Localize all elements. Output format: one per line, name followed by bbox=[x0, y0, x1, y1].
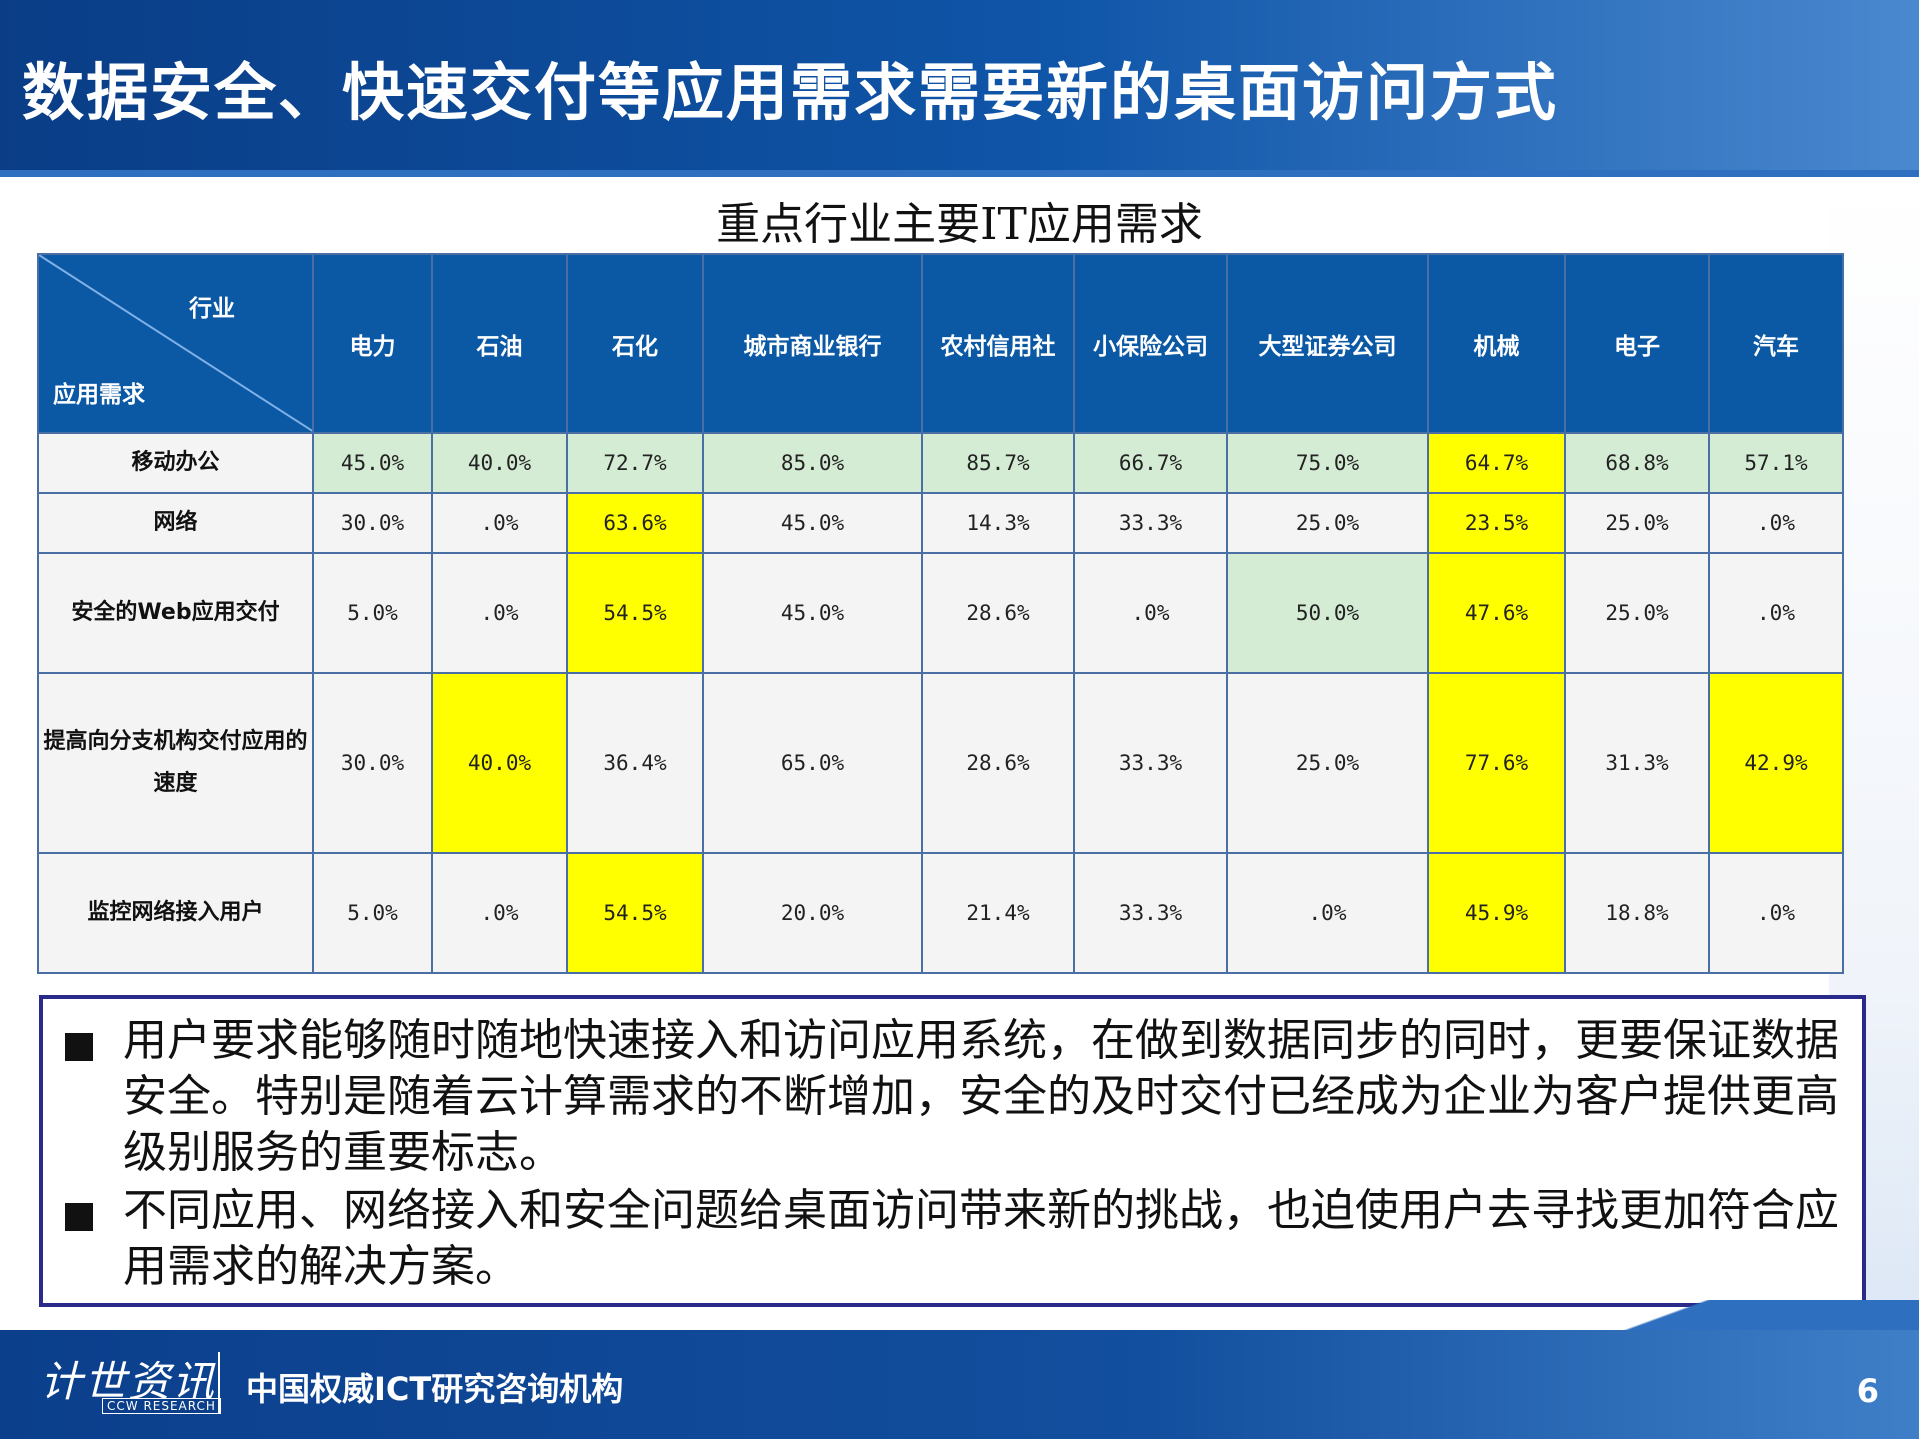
table-cell: 21.4% bbox=[921, 852, 1075, 974]
table-cell: 31.3% bbox=[1564, 672, 1710, 854]
table-cell: 63.6% bbox=[566, 492, 704, 554]
table-cell: 18.8% bbox=[1564, 852, 1710, 974]
table-cell: 85.7% bbox=[921, 432, 1075, 494]
table-cell: 33.3% bbox=[1073, 852, 1228, 974]
table-cell: 40.0% bbox=[431, 672, 568, 854]
table-header-row: 行业 应用需求 电力 石油 石化 城市商业银行 农村信用社 小保险公司 大型证券… bbox=[37, 253, 1844, 434]
row-label: 安全的Web应用交付 bbox=[37, 552, 314, 674]
table-cell: 47.6% bbox=[1427, 552, 1566, 674]
corner-label-demand: 应用需求 bbox=[53, 382, 145, 408]
table-cell: 25.0% bbox=[1226, 672, 1429, 854]
table-cell: 28.6% bbox=[921, 552, 1075, 674]
column-header: 汽车 bbox=[1708, 253, 1844, 434]
table-cell: 30.0% bbox=[312, 492, 433, 554]
table-cell: .0% bbox=[1708, 552, 1844, 674]
summary-box: 用户要求能够随时随地快速接入和访问应用系统，在做到数据同步的同时，更要保证数据安… bbox=[39, 995, 1866, 1307]
table-cell: .0% bbox=[1708, 492, 1844, 554]
table-cell: 57.1% bbox=[1708, 432, 1844, 494]
column-header: 电力 bbox=[312, 253, 433, 434]
column-header: 小保险公司 bbox=[1073, 253, 1228, 434]
column-header: 农村信用社 bbox=[921, 253, 1075, 434]
footer-org-name: 中国权威ICT研究咨询机构 bbox=[246, 1370, 624, 1408]
column-header: 石油 bbox=[431, 253, 568, 434]
demand-table: 行业 应用需求 电力 石油 石化 城市商业银行 农村信用社 小保险公司 大型证券… bbox=[37, 253, 1844, 974]
corner-label-industry: 行业 bbox=[189, 296, 235, 322]
table-row: 移动办公 45.0% 40.0% 72.7% 85.0% 85.7% 66.7%… bbox=[37, 432, 1844, 494]
table-cell: 30.0% bbox=[312, 672, 433, 854]
table-cell: 66.7% bbox=[1073, 432, 1228, 494]
table-cell: 45.0% bbox=[702, 492, 923, 554]
table-cell: 5.0% bbox=[312, 852, 433, 974]
table-cell: 45.0% bbox=[702, 552, 923, 674]
bullet-text: 不同应用、网络接入和安全问题给桌面访问带来新的挑战，也迫使用户去寻找更加符合应用… bbox=[123, 1185, 1839, 1292]
table-cell: 45.9% bbox=[1427, 852, 1566, 974]
ccw-logo: 计世资讯 CCW RESEARCH bbox=[40, 1348, 221, 1414]
title-bar-stripe bbox=[0, 170, 1919, 177]
table-title: 重点行业主要IT应用需求 bbox=[716, 199, 1203, 250]
table-cell: 25.0% bbox=[1564, 492, 1710, 554]
table-cell: 36.4% bbox=[566, 672, 704, 854]
corner-diagonal bbox=[40, 256, 311, 431]
table-cell: .0% bbox=[431, 852, 568, 974]
table-cell: .0% bbox=[431, 552, 568, 674]
table-cell: 33.3% bbox=[1073, 672, 1228, 854]
table-cell: .0% bbox=[1073, 552, 1228, 674]
table-cell: 64.7% bbox=[1427, 432, 1566, 494]
bullet-item: 不同应用、网络接入和安全问题给桌面访问带来新的挑战，也迫使用户去寻找更加符合应用… bbox=[65, 1183, 1840, 1295]
table-cell: 33.3% bbox=[1073, 492, 1228, 554]
table-cell: .0% bbox=[431, 492, 568, 554]
square-bullet-icon bbox=[65, 1203, 93, 1231]
table-cell: 72.7% bbox=[566, 432, 704, 494]
table-cell: 25.0% bbox=[1564, 552, 1710, 674]
table-cell: 14.3% bbox=[921, 492, 1075, 554]
table-cell: 20.0% bbox=[702, 852, 923, 974]
table-cell: 45.0% bbox=[312, 432, 433, 494]
table-cell: .0% bbox=[1226, 852, 1429, 974]
table-cell: .0% bbox=[1708, 852, 1844, 974]
slide-title: 数据安全、快速交付等应用需求需要新的桌面访问方式 bbox=[22, 56, 1559, 129]
row-label: 提高向分支机构交付应用的速度 bbox=[37, 672, 314, 854]
page-number: 6 bbox=[1856, 1372, 1879, 1410]
corner-cell: 行业 应用需求 bbox=[37, 253, 314, 434]
row-label: 移动办公 bbox=[37, 432, 314, 494]
title-bar bbox=[0, 0, 1919, 175]
column-header: 机械 bbox=[1427, 253, 1566, 434]
square-bullet-icon bbox=[65, 1033, 93, 1061]
table-cell: 75.0% bbox=[1226, 432, 1429, 494]
logo-text: 计世资讯 bbox=[40, 1357, 217, 1406]
table-cell: 85.0% bbox=[702, 432, 923, 494]
column-header: 电子 bbox=[1564, 253, 1710, 434]
row-label: 监控网络接入用户 bbox=[37, 852, 314, 974]
table-cell: 65.0% bbox=[702, 672, 923, 854]
column-header: 大型证券公司 bbox=[1226, 253, 1429, 434]
column-header: 石化 bbox=[566, 253, 704, 434]
table-row: 安全的Web应用交付 5.0% .0% 54.5% 45.0% 28.6% .0… bbox=[37, 552, 1844, 674]
logo-subtext: CCW RESEARCH bbox=[102, 1398, 221, 1414]
table-cell: 77.6% bbox=[1427, 672, 1566, 854]
column-header: 城市商业银行 bbox=[702, 253, 923, 434]
table-cell: 54.5% bbox=[566, 552, 704, 674]
table-row: 网络 30.0% .0% 63.6% 45.0% 14.3% 33.3% 25.… bbox=[37, 492, 1844, 554]
table-cell: 54.5% bbox=[566, 852, 704, 974]
row-label: 网络 bbox=[37, 492, 314, 554]
table-row: 提高向分支机构交付应用的速度 30.0% 40.0% 36.4% 65.0% 2… bbox=[37, 672, 1844, 854]
table-cell: 28.6% bbox=[921, 672, 1075, 854]
table-cell: 40.0% bbox=[431, 432, 568, 494]
table-row: 监控网络接入用户 5.0% .0% 54.5% 20.0% 21.4% 33.3… bbox=[37, 852, 1844, 974]
table-cell: 25.0% bbox=[1226, 492, 1429, 554]
table-cell: 5.0% bbox=[312, 552, 433, 674]
table-cell: 42.9% bbox=[1708, 672, 1844, 854]
bullet-item: 用户要求能够随时随地快速接入和访问应用系统，在做到数据同步的同时，更要保证数据安… bbox=[65, 1013, 1840, 1181]
table-cell: 50.0% bbox=[1226, 552, 1429, 674]
bullet-text: 用户要求能够随时随地快速接入和访问应用系统，在做到数据同步的同时，更要保证数据安… bbox=[123, 1015, 1839, 1178]
table-cell: 68.8% bbox=[1564, 432, 1710, 494]
table-cell: 23.5% bbox=[1427, 492, 1566, 554]
footer-divider bbox=[218, 1352, 220, 1414]
footer-bar: 计世资讯 CCW RESEARCH 中国权威ICT研究咨询机构 6 bbox=[0, 1330, 1919, 1439]
